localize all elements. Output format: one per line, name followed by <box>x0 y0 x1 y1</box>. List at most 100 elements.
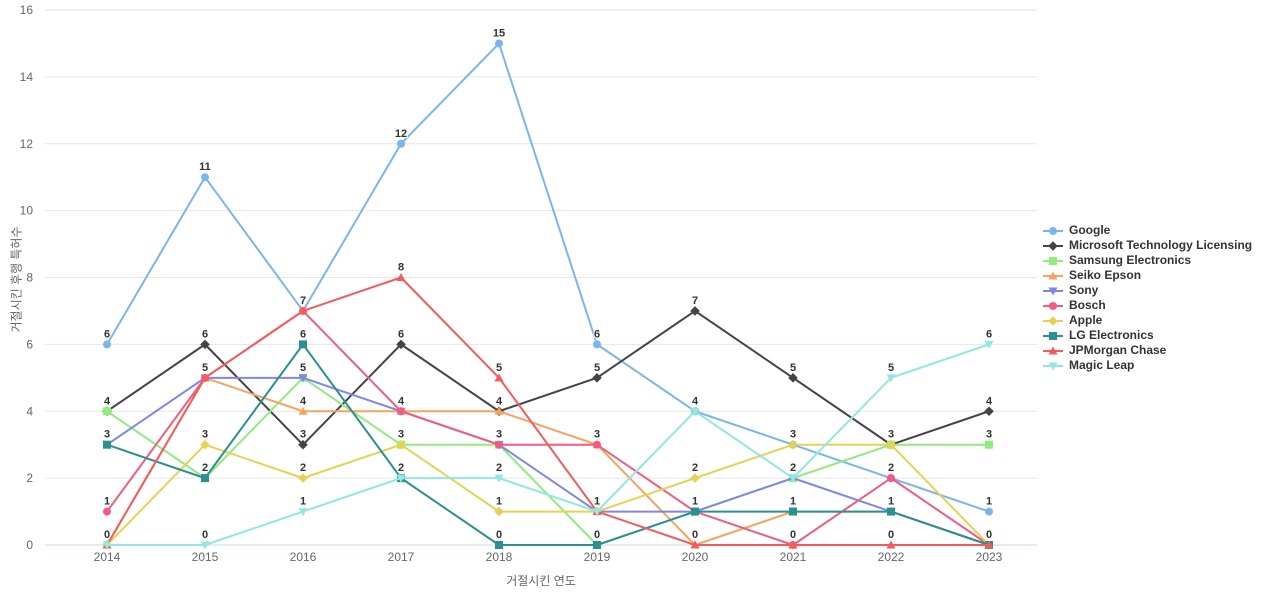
data-label: 7 <box>692 295 698 307</box>
data-point-bosch-2014[interactable] <box>103 507 111 516</box>
data-label: 3 <box>594 429 600 441</box>
y-axis-tick-label: 6 <box>26 337 33 351</box>
legend-item-google[interactable]: Google <box>1042 223 1252 238</box>
data-point-microsoft-technology-licensing-2017[interactable] <box>396 339 406 350</box>
data-point-apple-2017[interactable] <box>396 439 406 450</box>
data-point-bosch-2018[interactable] <box>495 440 503 449</box>
legend-item-apple[interactable]: Apple <box>1042 313 1252 328</box>
data-label: 4 <box>398 395 405 407</box>
data-point-samsung-electronics-2023[interactable] <box>985 440 993 449</box>
x-axis-title: 거절시킨 연도 <box>506 574 576 588</box>
data-label: 5 <box>300 362 306 374</box>
data-point-magic-leap-2019[interactable] <box>592 508 602 517</box>
data-label: 5 <box>594 362 600 374</box>
data-label: 0 <box>790 529 796 541</box>
data-point-seiko-epson-2018[interactable] <box>494 406 504 415</box>
data-point-google-2023[interactable] <box>985 507 993 516</box>
data-label: 1 <box>496 496 502 508</box>
data-point-google-2015[interactable] <box>201 173 209 182</box>
data-point-jpmorgan-chase-2020[interactable] <box>690 540 700 549</box>
data-point-magic-leap-2017[interactable] <box>396 474 406 483</box>
legend-marker-icon <box>1043 226 1063 235</box>
legend-item-seiko-epson[interactable]: Seiko Epson <box>1042 268 1252 283</box>
data-label: 2 <box>398 462 404 474</box>
data-point-magic-leap-2015[interactable] <box>200 541 210 550</box>
legend-item-samsung-electronics[interactable]: Samsung Electronics <box>1042 253 1252 268</box>
series-line-jpmorgan-chase <box>106 276 989 546</box>
data-label: 4 <box>692 395 699 407</box>
legend-item-microsoft-technology-licensing[interactable]: Microsoft Technology Licensing <box>1042 238 1252 253</box>
series-line-lg-electronics <box>106 343 990 546</box>
legend-item-jpmorgan-chase[interactable]: JPMorgan Chase <box>1042 343 1252 358</box>
data-point-apple-2016[interactable] <box>298 473 308 483</box>
data-point-sony-2016[interactable] <box>298 374 308 383</box>
data-point-lg-electronics-2016[interactable] <box>299 340 307 349</box>
data-label: 0 <box>888 529 894 541</box>
data-point-lg-electronics-2018[interactable] <box>495 541 503 549</box>
data-point-lg-electronics-2022[interactable] <box>887 507 895 516</box>
data-label: 15 <box>493 27 505 39</box>
legend-marker-icon <box>1043 240 1063 251</box>
data-label: 4 <box>496 395 503 407</box>
data-point-microsoft-technology-licensing-2015[interactable] <box>200 339 210 350</box>
data-point-microsoft-technology-licensing-2020[interactable] <box>690 306 700 316</box>
data-point-jpmorgan-chase-2018[interactable] <box>494 373 504 382</box>
legend-item-magic-leap[interactable]: Magic Leap <box>1042 358 1252 373</box>
data-point-apple-2020[interactable] <box>690 473 700 483</box>
data-point-seiko-epson-2016[interactable] <box>298 406 308 415</box>
data-point-bosch-2017[interactable] <box>397 407 405 416</box>
data-point-jpmorgan-chase-2016[interactable] <box>298 306 308 315</box>
data-point-lg-electronics-2015[interactable] <box>201 474 209 483</box>
data-label: 0 <box>496 529 502 541</box>
data-point-microsoft-technology-licensing-2016[interactable] <box>298 439 308 450</box>
data-point-magic-leap-2014[interactable] <box>102 541 112 550</box>
data-point-apple-2018[interactable] <box>494 506 504 517</box>
data-point-magic-leap-2021[interactable] <box>788 474 798 483</box>
data-point-jpmorgan-chase-2015[interactable] <box>200 373 210 382</box>
series-line-apple <box>106 443 990 546</box>
data-label: 6 <box>986 328 992 340</box>
x-axis-tick-label: 2023 <box>976 550 1003 564</box>
data-point-samsung-electronics-2014[interactable] <box>103 407 111 416</box>
data-point-microsoft-technology-licensing-2019[interactable] <box>592 373 602 383</box>
data-point-lg-electronics-2021[interactable] <box>789 507 797 516</box>
x-axis-tick-label: 2021 <box>780 550 807 564</box>
data-point-magic-leap-2023[interactable] <box>984 340 994 349</box>
data-point-magic-leap-2018[interactable] <box>494 474 504 483</box>
data-point-magic-leap-2022[interactable] <box>886 374 896 383</box>
data-point-magic-leap-2020[interactable] <box>690 407 700 416</box>
legend-item-bosch[interactable]: Bosch <box>1042 298 1252 313</box>
data-label: 3 <box>104 429 110 441</box>
data-point-lg-electronics-2019[interactable] <box>593 541 601 549</box>
legend-item-sony[interactable]: Sony <box>1042 283 1252 298</box>
y-axis-tick-label: 16 <box>20 3 34 17</box>
data-point-google-2019[interactable] <box>593 340 601 349</box>
legend-item-lg-electronics[interactable]: LG Electronics <box>1042 328 1252 343</box>
data-point-jpmorgan-chase-2022[interactable] <box>886 540 896 549</box>
legend-label: Bosch <box>1069 298 1106 312</box>
data-label: 7 <box>300 295 306 307</box>
data-point-jpmorgan-chase-2021[interactable] <box>788 540 798 549</box>
data-point-jpmorgan-chase-2023[interactable] <box>984 540 994 549</box>
data-point-bosch-2022[interactable] <box>887 474 895 483</box>
data-label: 0 <box>594 529 600 541</box>
data-point-microsoft-technology-licensing-2021[interactable] <box>788 373 798 383</box>
data-point-lg-electronics-2020[interactable] <box>691 507 699 516</box>
data-point-jpmorgan-chase-2017[interactable] <box>396 273 406 281</box>
data-point-magic-leap-2016[interactable] <box>298 508 308 517</box>
data-label: 3 <box>496 429 502 441</box>
data-point-google-2018[interactable] <box>495 39 503 48</box>
data-point-apple-2021[interactable] <box>788 439 798 450</box>
x-axis-tick-label: 2016 <box>290 550 317 564</box>
legend-marker-icon <box>1043 315 1063 326</box>
data-point-bosch-2019[interactable] <box>593 440 601 449</box>
data-label: 6 <box>398 328 404 340</box>
legend-label: Google <box>1069 223 1111 237</box>
data-point-lg-electronics-2014[interactable] <box>103 440 111 449</box>
data-point-apple-2015[interactable] <box>200 439 210 450</box>
data-point-microsoft-technology-licensing-2023[interactable] <box>984 406 994 417</box>
data-point-google-2014[interactable] <box>103 340 111 349</box>
data-label: 1 <box>986 496 992 508</box>
data-point-google-2017[interactable] <box>397 139 405 148</box>
data-point-apple-2022[interactable] <box>886 439 896 450</box>
